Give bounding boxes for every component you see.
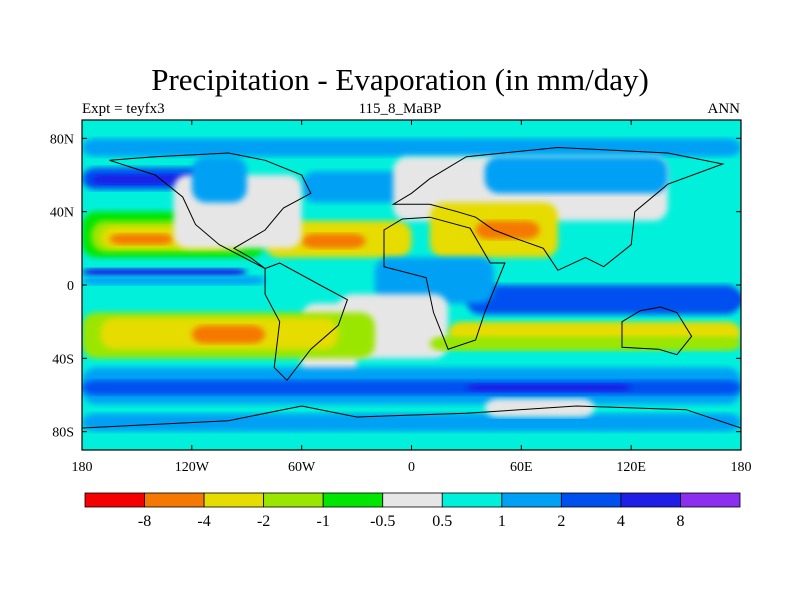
colorbar-label-3: -1 (317, 513, 330, 530)
region-north-polar-band (82, 138, 741, 157)
region-north-atlantic-subtropics-orange (301, 233, 366, 249)
coastline-outlines (82, 146, 741, 450)
season-label: ANN (707, 101, 741, 117)
colorbar-swatch-1 (144, 492, 205, 508)
axis-ticks: 180 120W 60W 0 60E 120E 180 80N 40N 0 40S 80S (50, 120, 752, 475)
colorbar-label-8: 4 (617, 513, 625, 530)
coastline-0 (109, 152, 312, 269)
region-africa-land-blue (374, 257, 494, 304)
colorbar-label-9: 8 (676, 513, 684, 530)
lon-tick-label-3: 0 (408, 460, 415, 475)
experiment-label: Expt = teyfx3 (82, 101, 165, 117)
coastline-4 (621, 306, 693, 356)
colorbar-swatch-9 (620, 492, 681, 508)
region-equatorial-itcz-east-pacific (82, 268, 247, 276)
lon-tick-label-2: 60W (288, 460, 316, 475)
coastline-1 (264, 262, 349, 382)
region-equatorial-indian-ocean-outer (466, 285, 741, 315)
lon-tick-label-0: 180 (72, 460, 93, 475)
lon-tick-label-6: 180 (731, 460, 752, 475)
region-north-subtropics-pacific-orange (109, 233, 174, 245)
colorbar-swatch-8 (560, 492, 622, 508)
colorbar-swatch-4 (322, 492, 384, 508)
colorbar-swatch-7 (501, 492, 562, 508)
region-southern-ocean-storm (82, 380, 741, 395)
region-south-subtropics-pacific-orange (191, 325, 266, 344)
coastline-3 (391, 146, 725, 271)
colorbar: -8 -4 -2 -1 -0.5 0.5 1 2 4 8 (84, 492, 741, 530)
plot-title: Precipitation - Evaporation (in mm/day) (151, 62, 649, 97)
region-southern-ocean-core (466, 384, 632, 392)
coastline-5 (82, 405, 741, 450)
region-equatorial-pacific-blue (82, 275, 266, 285)
period-label: 115_8_MaBP (358, 101, 442, 117)
colorbar-label-7: 2 (557, 513, 565, 530)
colorbar-label-5: 0.5 (432, 513, 452, 530)
colorbar-swatch-3 (263, 492, 324, 508)
colorbar-swatch-6 (441, 492, 503, 508)
lat-tick-label-1: 40N (50, 206, 74, 221)
colorbar-label-1: -4 (197, 513, 210, 530)
lon-tick-label-1: 120W (175, 460, 210, 475)
region-middle-east-orange (475, 220, 540, 240)
region-eurasia-blue (484, 156, 668, 194)
lon-tick-label-5: 120E (616, 460, 646, 475)
lat-tick-label-0: 80N (50, 132, 74, 147)
region-antarctica-grey (484, 398, 595, 417)
colorbar-swatch-2 (203, 492, 265, 508)
colorbar-label-0: -8 (138, 513, 151, 530)
region-north-america-blue (191, 156, 247, 203)
lon-tick-label-4: 60E (510, 460, 533, 475)
lat-tick-label-3: 40S (52, 352, 74, 367)
colorbar-label-6: 1 (498, 513, 506, 530)
coastline-2 (383, 216, 506, 350)
region-antarctic-band (82, 413, 741, 432)
colorbar-label-4: -0.5 (370, 513, 395, 530)
lat-tick-label-2: 0 (67, 279, 74, 294)
map-field (82, 120, 741, 450)
lat-tick-label-4: 80S (52, 426, 74, 441)
colorbar-label-2: -2 (257, 513, 270, 530)
region-south-indian-subtropics-green (429, 336, 741, 351)
colorbar-swatch-10 (680, 492, 741, 508)
colorbar-swatch-0 (84, 492, 145, 508)
colorbar-swatch-5 (382, 492, 443, 508)
